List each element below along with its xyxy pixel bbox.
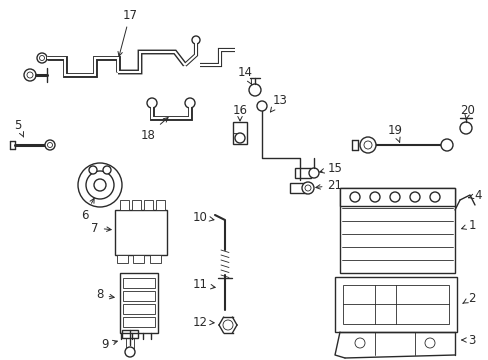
Circle shape [409,192,419,202]
Text: 18: 18 [140,117,168,141]
Bar [123,278,155,288]
Circle shape [440,139,452,151]
Text: 8: 8 [96,288,114,302]
Circle shape [86,171,114,199]
Circle shape [89,166,97,174]
Circle shape [354,338,364,348]
Text: 15: 15 [319,162,342,175]
Circle shape [302,182,313,194]
Text: 14: 14 [237,66,252,84]
Text: 17: 17 [118,9,137,56]
Text: 13: 13 [270,94,287,112]
Circle shape [103,166,111,174]
Circle shape [424,338,434,348]
Text: 16: 16 [232,104,247,121]
Bar [339,188,454,273]
Circle shape [24,69,36,81]
Circle shape [94,179,106,191]
Circle shape [359,137,375,153]
Text: 5: 5 [14,118,23,137]
Bar [150,255,161,263]
Circle shape [125,347,135,357]
Text: 12: 12 [192,315,214,328]
Text: 6: 6 [81,198,94,221]
Bar [294,168,310,178]
Bar [232,122,246,144]
Bar [115,210,167,255]
Bar [342,285,448,324]
Circle shape [147,98,157,108]
Bar [123,304,155,314]
Bar [117,255,128,263]
Circle shape [192,36,200,44]
Circle shape [37,53,47,63]
Bar [123,317,155,327]
Bar [143,200,153,210]
Text: 19: 19 [386,123,402,142]
Bar [289,183,305,193]
Circle shape [40,55,44,60]
Text: 3: 3 [461,333,475,346]
Bar [132,200,141,210]
Circle shape [369,192,379,202]
Bar [123,291,155,301]
Text: 7: 7 [91,221,111,234]
Circle shape [235,133,244,143]
Bar [120,273,158,333]
Circle shape [363,141,371,149]
Circle shape [78,163,122,207]
Bar [334,277,456,332]
Circle shape [223,320,232,330]
Bar [156,200,164,210]
Circle shape [349,192,359,202]
Circle shape [27,72,33,78]
Circle shape [389,192,399,202]
Circle shape [47,143,52,148]
Text: 11: 11 [192,279,215,292]
Circle shape [248,84,261,96]
Bar [122,330,138,338]
Circle shape [45,140,55,150]
Text: 2: 2 [462,292,475,305]
Text: 10: 10 [192,211,213,224]
Circle shape [257,101,266,111]
Bar [120,200,129,210]
Text: 9: 9 [101,338,117,351]
Text: 1: 1 [461,219,475,231]
Circle shape [429,192,439,202]
Circle shape [308,168,318,178]
Text: 20: 20 [460,104,474,120]
Circle shape [459,122,471,134]
Bar [133,255,143,263]
Bar [339,188,454,206]
Circle shape [184,98,195,108]
Circle shape [305,185,310,191]
Text: 4: 4 [468,189,481,202]
Text: 21: 21 [315,179,342,192]
